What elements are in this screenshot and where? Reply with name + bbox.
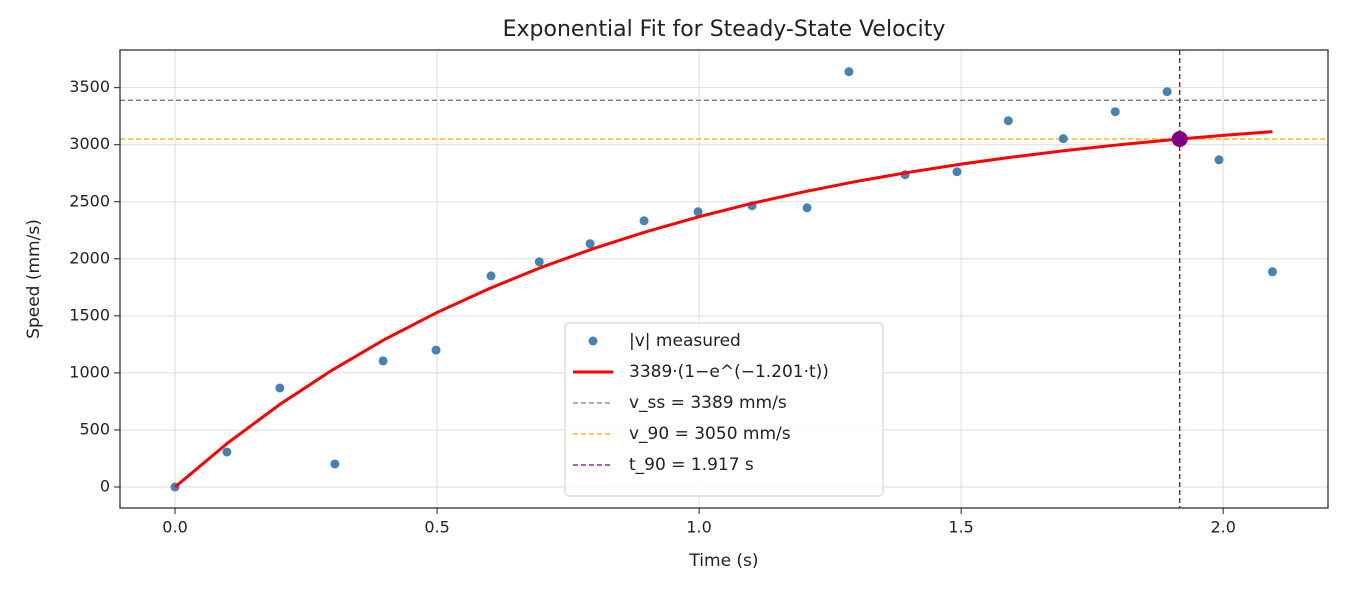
- x-tick-label: 1.0: [686, 518, 711, 537]
- data-point: [1003, 116, 1013, 126]
- data-point: [1110, 107, 1120, 117]
- x-tick-label: 2.0: [1210, 518, 1235, 537]
- marker: [1171, 130, 1188, 147]
- x-tick-label: 1.5: [948, 518, 973, 537]
- chart-title: Exponential Fit for Steady-State Velocit…: [503, 17, 946, 42]
- x-tick-label: 0.5: [424, 518, 449, 537]
- x-tick-label: 0.0: [162, 518, 187, 537]
- y-tick-label: 3500: [69, 77, 110, 96]
- legend-label: t_90 = 1.917 s: [629, 455, 754, 475]
- data-point: [330, 459, 340, 469]
- data-point: [1267, 267, 1277, 277]
- y-tick-label: 2000: [69, 248, 110, 267]
- legend-swatch: [588, 336, 598, 346]
- legend-label: 3389·(1−e^(−1.201·t)): [629, 362, 829, 382]
- y-tick-label: 3000: [69, 134, 110, 153]
- legend-label: v_90 = 3050 mm/s: [629, 424, 791, 444]
- y-tick-label: 2500: [69, 191, 110, 210]
- fit-line: [174, 130, 1273, 489]
- plot-frame: [119, 49, 1329, 509]
- data-point: [431, 345, 441, 355]
- data-point: [639, 216, 649, 226]
- y-tick-label: 1000: [69, 362, 110, 381]
- data-point: [534, 257, 544, 267]
- data-point: [1058, 134, 1068, 144]
- legend-box: [564, 322, 884, 497]
- x-axis-label: Time (s): [688, 551, 758, 571]
- y-tick-label: 500: [79, 419, 110, 438]
- data-point: [585, 239, 595, 249]
- y-tick-label: 0: [100, 477, 110, 496]
- data-point: [1214, 155, 1224, 165]
- data-point: [844, 67, 854, 77]
- y-axis-label: Speed (mm/s): [24, 219, 44, 339]
- data-point: [802, 203, 812, 213]
- legend-label: |v| measured: [629, 331, 741, 351]
- data-point: [275, 383, 285, 393]
- data-point: [222, 447, 232, 457]
- data-point: [693, 207, 703, 217]
- data-point: [378, 356, 388, 366]
- y-tick-label: 1500: [69, 305, 110, 324]
- data-point: [486, 271, 496, 281]
- legend-label: v_ss = 3389 mm/s: [629, 393, 787, 413]
- data-point: [952, 167, 962, 177]
- data-point: [1162, 87, 1172, 97]
